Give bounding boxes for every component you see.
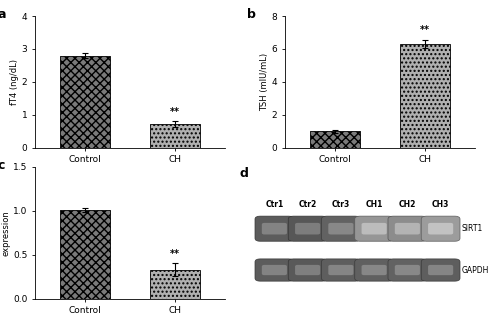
Text: a: a bbox=[0, 8, 6, 21]
FancyBboxPatch shape bbox=[328, 265, 353, 275]
Text: c: c bbox=[0, 159, 4, 172]
FancyBboxPatch shape bbox=[288, 216, 327, 241]
Y-axis label: fT4 (ng/dL): fT4 (ng/dL) bbox=[10, 59, 19, 105]
Bar bbox=[310, 131, 360, 148]
FancyBboxPatch shape bbox=[428, 265, 453, 275]
FancyBboxPatch shape bbox=[421, 259, 460, 281]
FancyBboxPatch shape bbox=[362, 223, 386, 234]
FancyBboxPatch shape bbox=[262, 265, 287, 275]
FancyBboxPatch shape bbox=[295, 265, 320, 275]
Text: Ctr3: Ctr3 bbox=[332, 200, 350, 209]
FancyBboxPatch shape bbox=[388, 216, 427, 241]
Text: b: b bbox=[247, 8, 256, 21]
Bar bbox=[60, 56, 110, 148]
Y-axis label: TSH (mIU/mL): TSH (mIU/mL) bbox=[260, 53, 269, 111]
Bar bbox=[400, 44, 450, 148]
FancyBboxPatch shape bbox=[322, 216, 360, 241]
Bar bbox=[150, 270, 200, 299]
Text: d: d bbox=[240, 167, 249, 180]
Text: SIRT1: SIRT1 bbox=[462, 224, 483, 233]
FancyBboxPatch shape bbox=[288, 259, 327, 281]
Text: CH2: CH2 bbox=[398, 200, 416, 209]
Text: **: ** bbox=[170, 107, 180, 117]
Bar bbox=[60, 210, 110, 299]
FancyBboxPatch shape bbox=[328, 223, 353, 234]
FancyBboxPatch shape bbox=[355, 216, 394, 241]
FancyBboxPatch shape bbox=[255, 216, 294, 241]
FancyBboxPatch shape bbox=[362, 265, 386, 275]
Text: Ctr1: Ctr1 bbox=[265, 200, 283, 209]
FancyBboxPatch shape bbox=[262, 223, 287, 234]
Text: CH1: CH1 bbox=[366, 200, 383, 209]
FancyBboxPatch shape bbox=[395, 265, 420, 275]
Text: GAPDH: GAPDH bbox=[462, 265, 489, 274]
Text: **: ** bbox=[420, 25, 430, 35]
Y-axis label: Relative SIRT1 mRNA
expression: Relative SIRT1 mRNA expression bbox=[0, 188, 10, 277]
Bar bbox=[150, 124, 200, 148]
Text: CH3: CH3 bbox=[432, 200, 450, 209]
FancyBboxPatch shape bbox=[388, 259, 427, 281]
Text: Ctr2: Ctr2 bbox=[298, 200, 317, 209]
Text: **: ** bbox=[170, 249, 180, 259]
FancyBboxPatch shape bbox=[322, 259, 360, 281]
FancyBboxPatch shape bbox=[428, 223, 453, 234]
FancyBboxPatch shape bbox=[355, 259, 394, 281]
FancyBboxPatch shape bbox=[295, 223, 320, 234]
FancyBboxPatch shape bbox=[255, 259, 294, 281]
FancyBboxPatch shape bbox=[395, 223, 420, 234]
FancyBboxPatch shape bbox=[421, 216, 460, 241]
